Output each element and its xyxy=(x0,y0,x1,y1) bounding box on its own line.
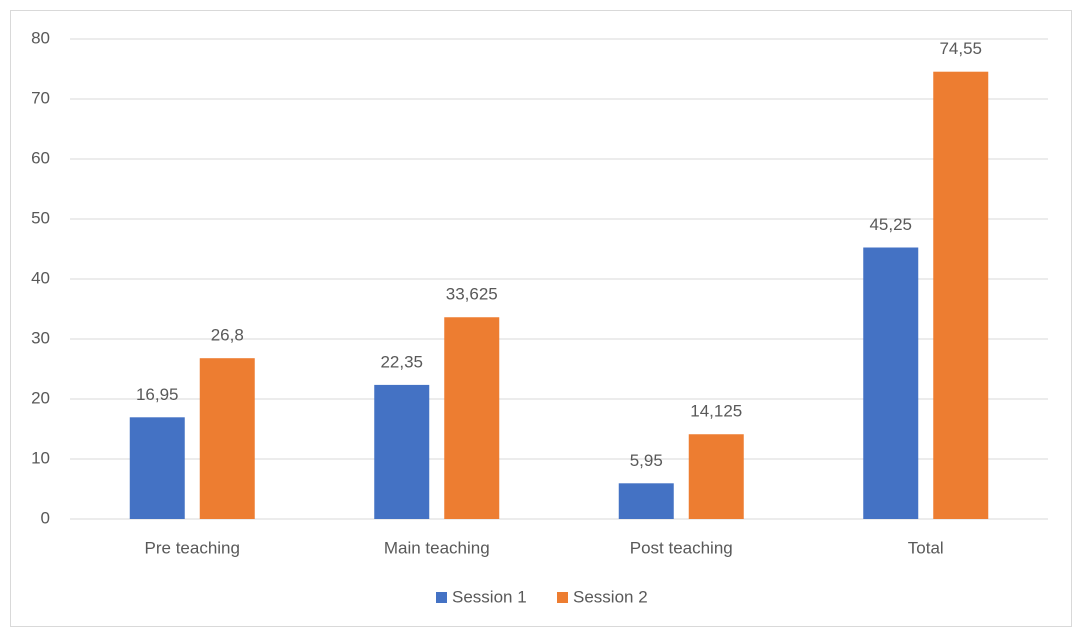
value-label: 33,625 xyxy=(446,285,498,304)
legend-label: Session 1 xyxy=(452,587,527,606)
x-tick-label: Post teaching xyxy=(630,538,733,557)
legend-swatch xyxy=(436,592,447,603)
y-tick-label: 10 xyxy=(31,448,50,467)
y-tick-label: 20 xyxy=(31,388,50,407)
y-tick-label: 40 xyxy=(31,268,50,287)
bar xyxy=(933,71,989,519)
x-tick-label: Main teaching xyxy=(384,538,490,557)
value-label: 14,125 xyxy=(690,402,742,421)
y-tick-label: 70 xyxy=(31,88,50,107)
bar xyxy=(129,417,185,519)
legend-swatch xyxy=(557,592,568,603)
bar xyxy=(374,384,430,519)
legend-label: Session 2 xyxy=(573,587,648,606)
value-label: 26,8 xyxy=(211,326,244,345)
y-tick-label: 30 xyxy=(31,328,50,347)
bar xyxy=(199,358,255,519)
x-tick-label: Total xyxy=(908,538,944,557)
y-tick-label: 50 xyxy=(31,208,50,227)
bar xyxy=(863,247,919,519)
bar xyxy=(688,434,744,519)
x-tick-label: Pre teaching xyxy=(145,538,240,557)
value-label: 45,25 xyxy=(869,215,912,234)
value-label: 5,95 xyxy=(630,451,663,470)
value-label: 74,55 xyxy=(939,39,982,58)
y-tick-label: 80 xyxy=(31,28,50,47)
value-label: 16,95 xyxy=(136,385,179,404)
y-tick-label: 60 xyxy=(31,148,50,167)
y-tick-label: 0 xyxy=(41,508,50,527)
value-label: 22,35 xyxy=(380,352,423,371)
bar xyxy=(618,483,674,519)
bar xyxy=(444,317,500,519)
